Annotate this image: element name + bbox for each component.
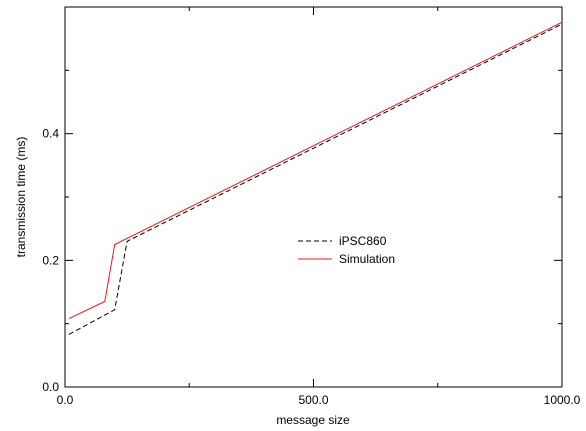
x-tick-label: 500.0 xyxy=(298,393,328,407)
legend-label: iPSC860 xyxy=(339,234,387,248)
legend-label: Simulation xyxy=(339,252,395,266)
plot-frame xyxy=(64,6,563,388)
legend: iPSC860 Simulation xyxy=(298,234,395,266)
y-tick-label: 0.2 xyxy=(42,253,59,267)
x-tick-label: 0.0 xyxy=(57,393,74,407)
x-tick-label: 1000.0 xyxy=(544,393,581,407)
y-axis-label: transmission time (ms) xyxy=(14,137,28,258)
series-layer xyxy=(68,21,563,335)
x-axis-label: message size xyxy=(276,413,350,427)
y-tick-label: 0.0 xyxy=(42,380,59,394)
series-line-ipsc860 xyxy=(68,23,563,335)
y-tick-label: 0.4 xyxy=(42,127,59,141)
series-line-simulation xyxy=(68,21,563,320)
ticks-layer: 0.0 500.0 1000.0 0.0 0.2 0.4 xyxy=(42,7,581,407)
